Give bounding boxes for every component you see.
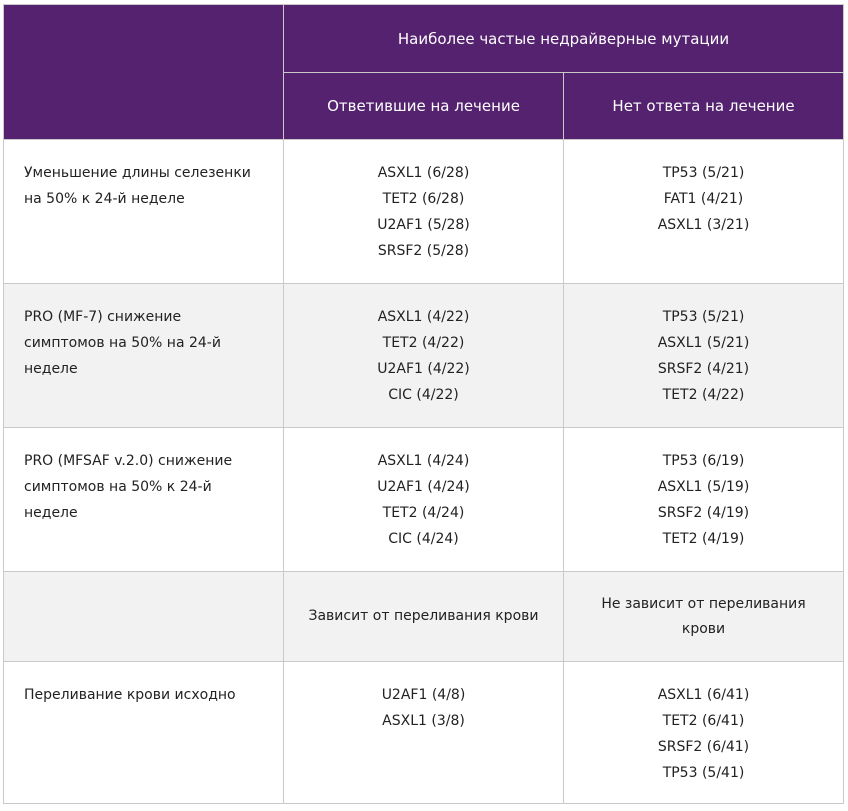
mutation-value: CIC (4/24) [388,531,459,547]
subheader-independent: Не зависит от переливания крови [563,571,844,662]
row-label: Уменьшение длины селезенки на 50% к 24-й… [3,139,284,284]
mutation-value: SRSF2 (6/41) [657,739,750,755]
table-row-mf7: PRO (MF-7) снижение симптомов на 50% на … [3,283,844,428]
mutation-value: TET2 (4/22) [382,335,465,351]
mutation-value: TET2 (6/28) [382,191,465,207]
mutation-value: U2AF1 (4/24) [377,479,470,495]
table-row-transfusion: Переливание крови исходно U2AF1 (4/8) AS… [3,661,844,804]
row-label: Переливание крови исходно [3,661,284,804]
table-row-mfsaf: PRO (MFSAF v.2.0) снижение симптомов на … [3,427,844,572]
mutation-value: U2AF1 (4/8) [381,687,466,703]
mutation-value: SRSF2 (5/28) [377,243,470,259]
responders-cell: ASXL1 (4/24) U2AF1 (4/24) TET2 (4/24) CI… [283,427,564,572]
mutation-value: TET2 (4/24) [382,505,465,521]
mutation-value: ASXL1 (6/28) [377,165,470,181]
table-row-spleen: Уменьшение длины селезенки на 50% к 24-й… [3,139,844,284]
mutation-value: ASXL1 (3/8) [382,713,465,729]
dependent-cell: U2AF1 (4/8) ASXL1 (3/8) [283,661,564,804]
mutation-value: TET2 (4/22) [662,387,745,403]
mutation-value: ASXL1 (3/21) [657,217,750,233]
mutation-value: TP53 (6/19) [662,453,745,469]
header-empty-cell [3,4,284,140]
subheader-row: Зависит от переливания крови Не зависит … [3,571,844,662]
mutation-value: CIC (4/22) [388,387,459,403]
header-nonresponders: Нет ответа на лечение [563,72,844,140]
header-group-title: Наиболее частые недрайверные мутации [283,4,844,73]
mutation-value: ASXL1 (6/41) [657,687,750,703]
mutation-value: TET2 (6/41) [662,713,745,729]
subheader-empty-cell [3,571,284,662]
mutation-value: FAT1 (4/21) [663,191,744,207]
mutation-value: TP53 (5/21) [662,309,745,325]
row-label: PRO (MF-7) снижение симптомов на 50% на … [3,283,284,428]
header-row-2: Ответившие на лечение Нет ответа на лече… [4,72,844,140]
subheader-dependent: Зависит от переливания крови [283,571,564,662]
nonresponders-cell: TP53 (5/21) FAT1 (4/21) ASXL1 (3/21) [563,139,844,284]
responders-cell: ASXL1 (4/22) TET2 (4/22) U2AF1 (4/22) CI… [283,283,564,428]
nonresponders-cell: TP53 (6/19) ASXL1 (5/19) SRSF2 (4/19) TE… [563,427,844,572]
independent-cell: ASXL1 (6/41) TET2 (6/41) SRSF2 (6/41) TP… [563,661,844,804]
header-row-1: Наиболее частые недрайверные мутации [3,4,844,140]
mutation-value: TP53 (5/21) [662,165,745,181]
mutation-value: SRSF2 (4/21) [657,361,750,377]
mutation-value: ASXL1 (4/22) [377,309,470,325]
mutation-value: TP53 (5/41) [662,765,745,781]
mutation-value: SRSF2 (4/19) [657,505,750,521]
mutation-value: ASXL1 (5/19) [657,479,750,495]
mutations-table: Наиболее частые недрайверные мутации Отв… [3,4,844,804]
mutation-value: U2AF1 (5/28) [377,217,470,233]
header-responders: Ответившие на лечение [283,72,564,140]
mutation-value: ASXL1 (5/21) [657,335,750,351]
mutation-value: TET2 (4/19) [662,531,745,547]
responders-cell: ASXL1 (6/28) TET2 (6/28) U2AF1 (5/28) SR… [283,139,564,284]
row-label: PRO (MFSAF v.2.0) снижение симптомов на … [3,427,284,572]
nonresponders-cell: TP53 (5/21) ASXL1 (5/21) SRSF2 (4/21) TE… [563,283,844,428]
mutation-value: ASXL1 (4/24) [377,453,470,469]
mutation-value: U2AF1 (4/22) [377,361,470,377]
